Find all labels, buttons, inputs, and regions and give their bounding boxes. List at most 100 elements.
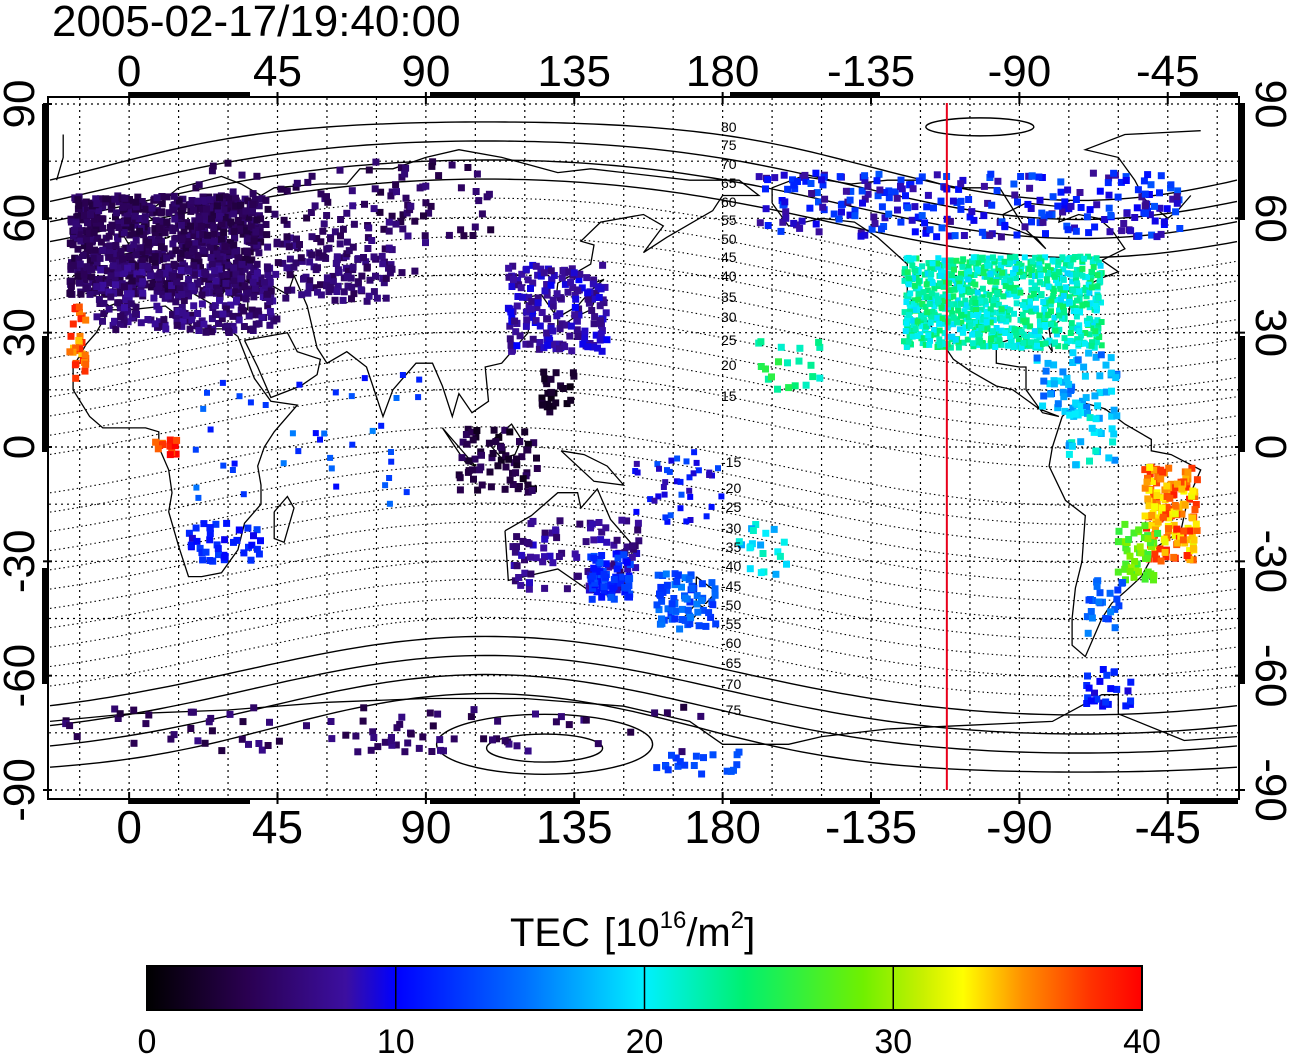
tec-cell	[1055, 269, 1062, 275]
tec-cell	[960, 329, 967, 336]
tec-cell	[771, 174, 779, 182]
tec-cell	[749, 527, 757, 534]
tec-cell	[230, 210, 238, 218]
tec-cell	[386, 269, 394, 277]
tec-cell	[544, 315, 552, 323]
tec-cell	[1146, 463, 1154, 471]
tec-cell	[584, 295, 592, 303]
tec-cell	[399, 225, 407, 233]
tec-cell	[326, 283, 334, 291]
tec-cell	[1033, 338, 1040, 345]
tec-cell	[522, 340, 530, 348]
tec-cell	[555, 553, 563, 560]
tec-cell	[1011, 310, 1017, 317]
tec-cell	[1067, 330, 1074, 336]
tec-cell	[1150, 572, 1158, 579]
tec-cell	[526, 553, 534, 561]
tec-cell	[1135, 568, 1142, 576]
tec-cell	[1027, 323, 1034, 330]
tec-cell	[525, 585, 533, 593]
tec-cell	[993, 278, 1000, 285]
tec-cell	[694, 608, 702, 616]
tec-cell	[192, 446, 199, 453]
tec-cell	[565, 268, 573, 276]
tec-cell	[528, 297, 536, 305]
tec-cell	[235, 316, 243, 324]
tec-cell	[240, 491, 247, 498]
tec-cell	[477, 463, 485, 471]
tec-cell	[104, 279, 112, 287]
tec-cell	[931, 327, 938, 333]
tec-cell	[419, 733, 427, 741]
tec-cell	[1077, 403, 1085, 411]
tec-cell	[1036, 265, 1043, 272]
tec-cell	[124, 318, 132, 326]
tec-cell	[998, 218, 1006, 226]
tec-cell	[991, 258, 998, 265]
tec-cell	[673, 578, 681, 585]
frame-bar	[42, 336, 48, 452]
tec-cell	[487, 226, 495, 234]
tec-cell	[190, 302, 198, 310]
tec-cell	[668, 751, 675, 759]
tec-cell	[683, 518, 690, 525]
tec-cell	[868, 225, 876, 233]
tec-cell	[662, 514, 669, 521]
tec-cell	[77, 237, 85, 245]
tec-cell	[524, 747, 532, 755]
tec-cell	[1026, 266, 1033, 273]
coastline	[49, 694, 1238, 745]
tec-cell	[138, 198, 146, 205]
tec-cell	[179, 203, 187, 211]
tec-cell	[519, 475, 527, 483]
tec-cell	[185, 292, 192, 300]
tec-cell	[327, 235, 335, 243]
tec-cell	[264, 302, 272, 310]
tec-cell	[308, 251, 316, 259]
tec-cell	[548, 388, 556, 396]
tec-cell	[1121, 520, 1129, 528]
tec-cell	[1062, 343, 1069, 350]
tec-cell	[1107, 685, 1115, 693]
tec-cell	[109, 262, 117, 270]
tec-cell	[1094, 272, 1101, 279]
tec-cell	[677, 505, 684, 512]
tec-cell	[942, 341, 949, 348]
tec-cell	[308, 172, 316, 180]
tec-cell	[69, 320, 77, 328]
tec-cell	[695, 622, 703, 630]
tec-cell	[215, 286, 223, 294]
tec-cell	[1040, 299, 1047, 305]
tec-cell	[1141, 575, 1149, 583]
tec-cell	[775, 358, 782, 366]
tec-cell	[1172, 208, 1180, 216]
tec-cell	[115, 198, 123, 206]
tec-cell	[252, 228, 260, 236]
tec-cell	[211, 285, 219, 293]
tec-cell	[179, 195, 187, 203]
tec-cell	[1027, 205, 1035, 212]
tec-cell	[1192, 501, 1200, 508]
tec-cell	[253, 216, 261, 224]
tec-cell	[930, 204, 937, 212]
tec-cell	[621, 584, 629, 591]
tec-cell	[364, 245, 372, 252]
tec-cell	[1177, 478, 1185, 486]
tec-cell	[106, 242, 114, 250]
tec-cell	[120, 283, 128, 291]
tec-cell	[1086, 331, 1093, 338]
tec-cell	[184, 233, 192, 241]
tec-cell	[978, 325, 985, 331]
tec-cell	[543, 380, 551, 388]
contour-label: 55	[721, 212, 737, 228]
tec-cell	[264, 290, 271, 298]
tec-cell	[402, 194, 410, 202]
contour-label: -20	[721, 480, 741, 496]
tec-cell	[1057, 296, 1064, 303]
tec-cell	[197, 223, 205, 231]
tec-cell	[997, 233, 1005, 241]
tec-cell	[939, 294, 946, 301]
tec-cell	[553, 290, 561, 298]
tec-cell	[198, 205, 206, 213]
tec-cell	[1042, 230, 1049, 238]
